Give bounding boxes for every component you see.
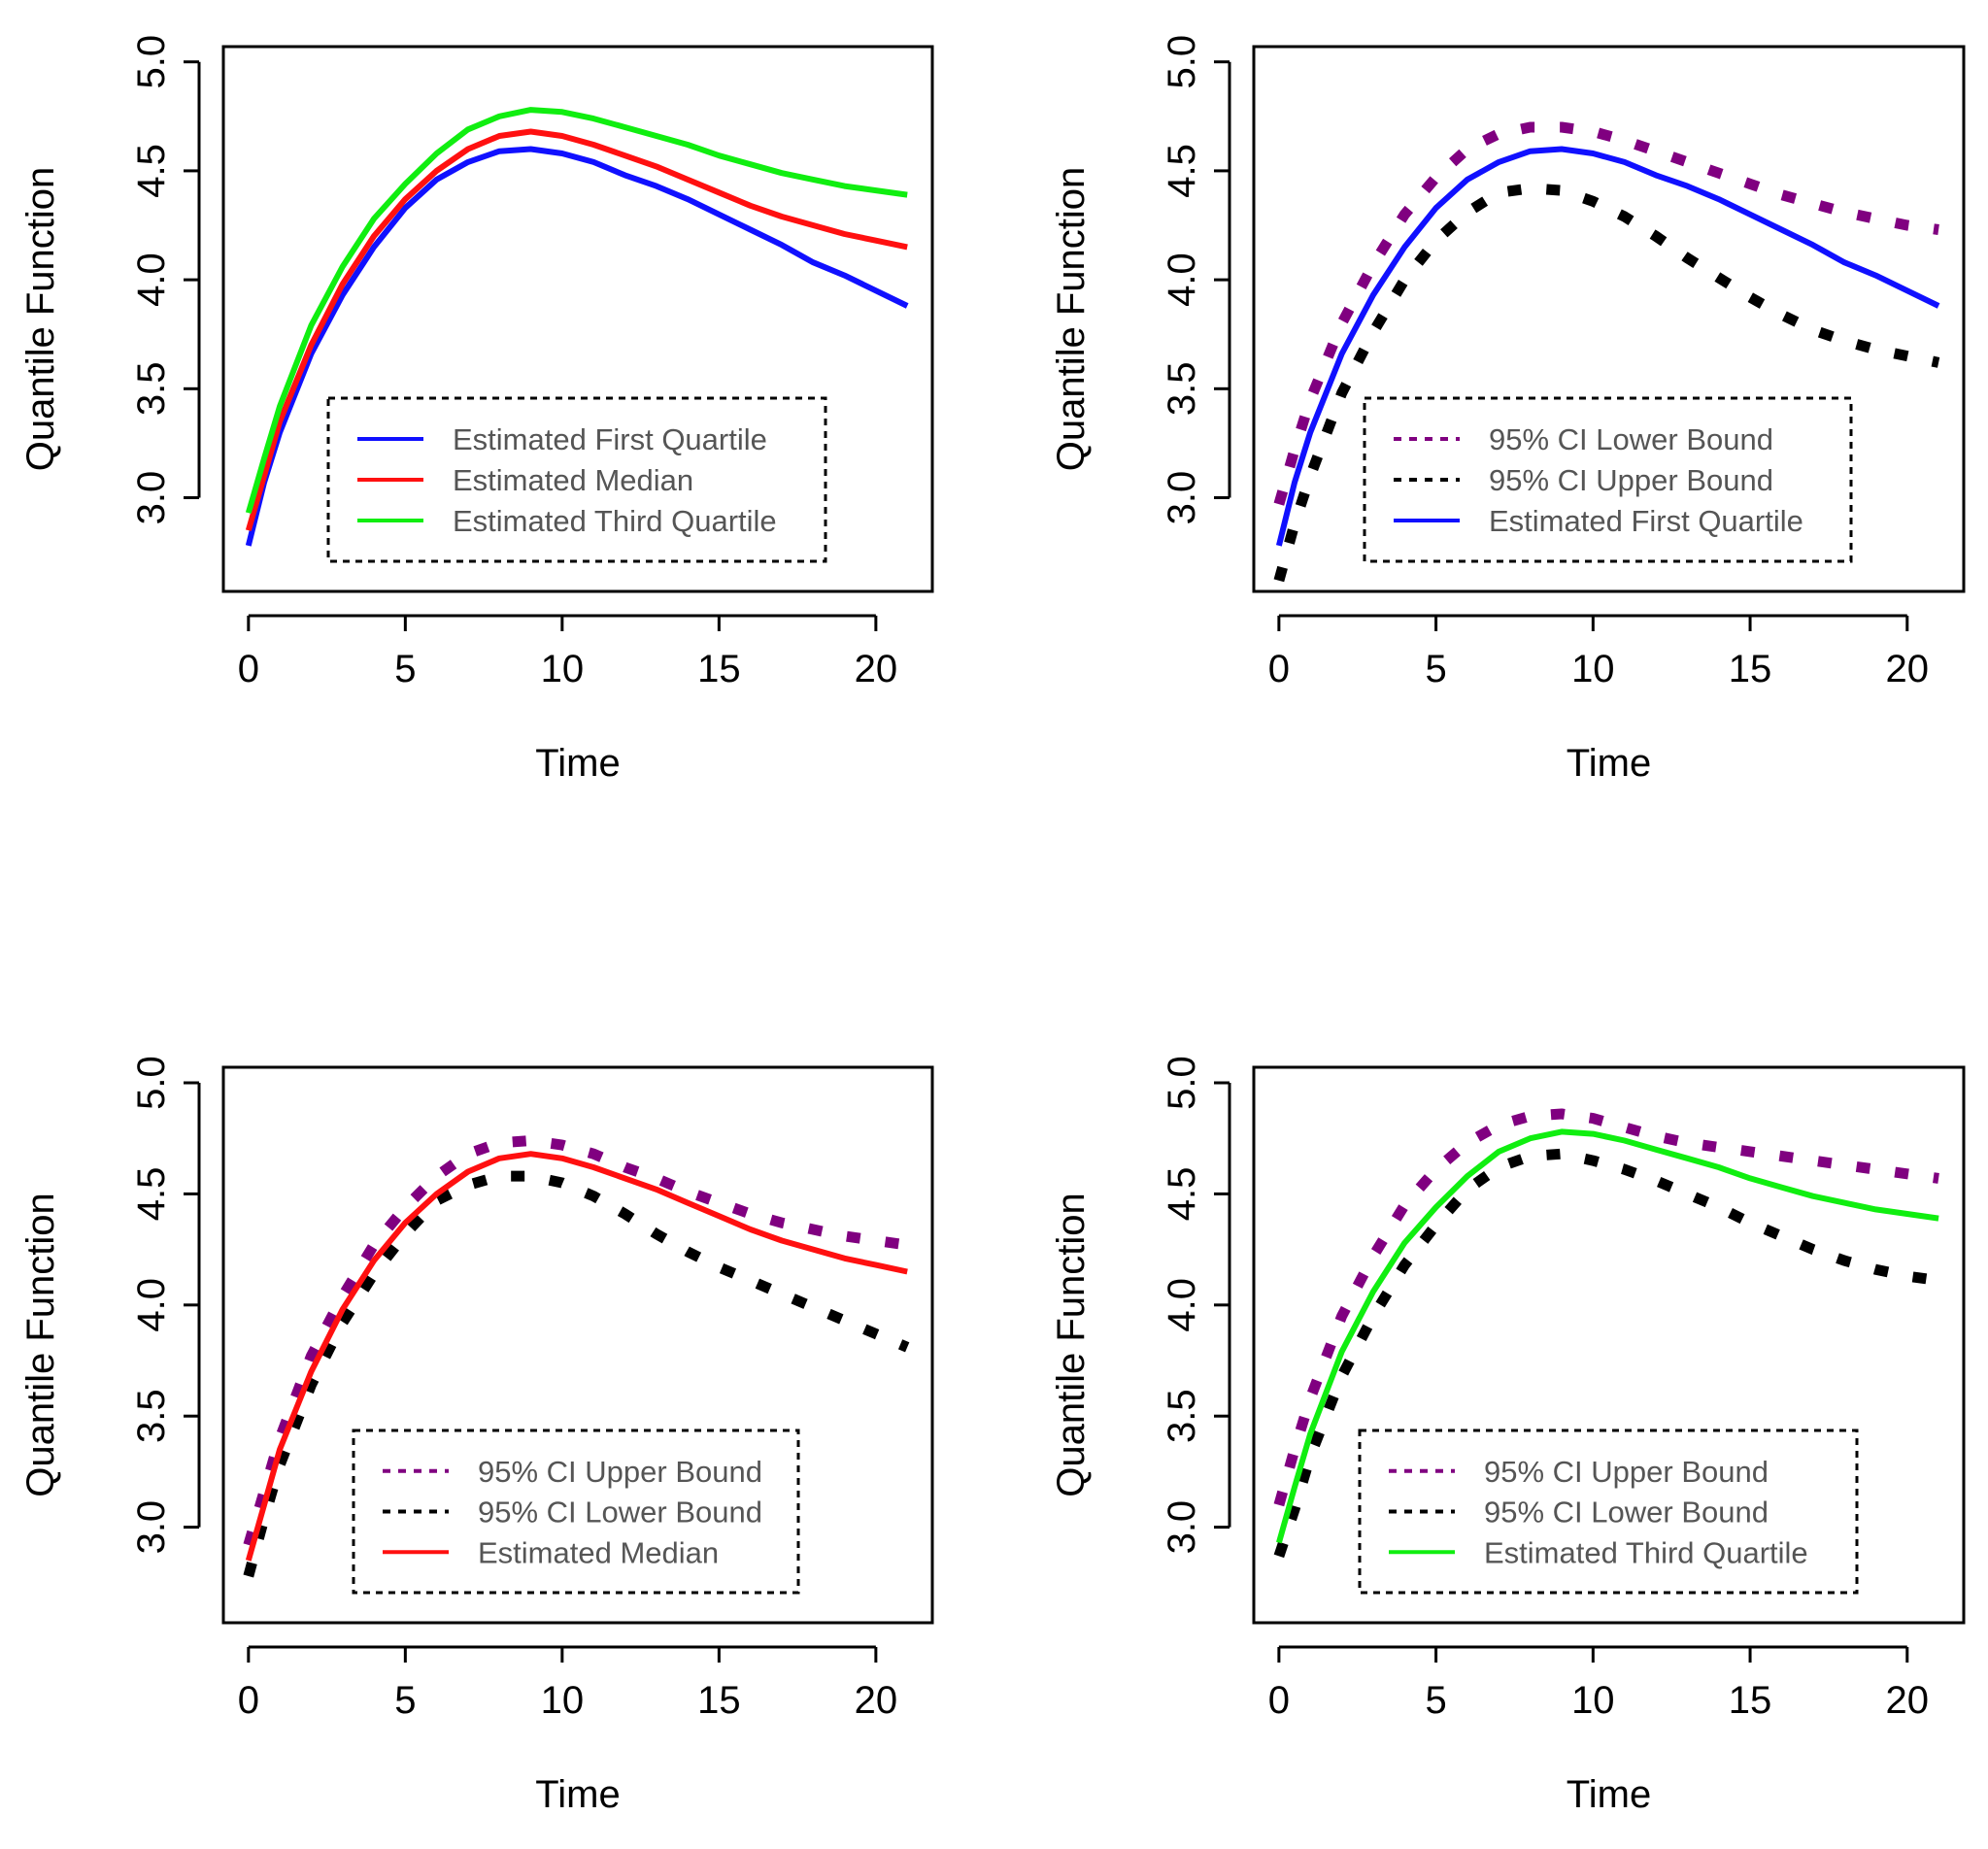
legend: 95% CI Lower Bound 95% CI Upper Bound Esti… — [1363, 396, 1853, 563]
legend-label-3: Estimated First Quartile — [1489, 504, 1803, 538]
plot-frame — [1252, 45, 1966, 593]
legend-label-3: Estimated Median — [478, 1535, 719, 1569]
y-tick-label: 4.0 — [1161, 252, 1203, 307]
x-axis-title: Time — [1567, 742, 1651, 785]
y-tick-label: 4.5 — [130, 144, 173, 198]
legend-label-3: Estimated Third Quartile — [1484, 1535, 1808, 1569]
x-tick-label: 5 — [1425, 648, 1446, 690]
series-line-1 — [245, 146, 909, 547]
plot-frame — [1252, 1065, 1966, 1625]
y-tick-label: 3.5 — [1161, 1389, 1203, 1443]
y-tick-label: 5.0 — [130, 35, 173, 89]
y-tick-label: 4.5 — [1161, 144, 1203, 198]
series-line-1 — [1273, 1108, 1939, 1507]
y-axis-title: Quantile Function — [19, 1193, 62, 1497]
x-tick-label: 15 — [697, 648, 741, 690]
y-tick-label: 3.5 — [1161, 362, 1203, 417]
y-axis-title: Quantile Function — [19, 167, 62, 472]
series-line-3 — [1276, 1128, 1939, 1544]
x-tick-label: 5 — [394, 1679, 416, 1722]
series-line-1 — [1273, 121, 1939, 506]
y-tick-label: 3.0 — [1161, 471, 1203, 525]
x-tick-label: 15 — [1729, 648, 1772, 690]
y-tick-label: 4.0 — [130, 252, 173, 307]
x-tick-label: 0 — [1268, 648, 1290, 690]
legend-label-1: Estimated First Quartile — [453, 422, 767, 456]
series-line-3 — [245, 107, 908, 515]
legend-label-2: 95% CI Lower Bound — [1484, 1496, 1769, 1530]
x-tick-label: 15 — [1729, 1679, 1772, 1722]
chart-panel-3: 0 5 10 15 20 Time 3.0 3.5 4.0 4.5 5.0 Quantile Func… — [19, 1056, 934, 1816]
chart-panel-2: 0 5 10 15 20 Time 3.0 3.5 4.0 4.5 5.0 Quantile Func… — [1050, 35, 1966, 785]
series-line-3 — [245, 1151, 908, 1562]
x-tick-label: 5 — [394, 648, 416, 690]
series-line-1 — [243, 1135, 908, 1547]
x-tick-label: 5 — [1425, 1679, 1446, 1722]
x-tick-label: 0 — [238, 1679, 259, 1722]
x-tick-label: 10 — [1571, 1679, 1615, 1722]
y-tick-label: 3.5 — [130, 362, 173, 417]
x-tick-label: 0 — [1268, 1679, 1290, 1722]
series-line-3 — [1275, 146, 1940, 547]
x-tick-label: 20 — [1886, 1679, 1930, 1722]
x-tick-label: 20 — [855, 1679, 898, 1722]
x-tick-label: 0 — [238, 648, 259, 690]
x-tick-label: 10 — [1571, 648, 1615, 690]
chart-panel-1: 0 5 10 15 20 Time 3.0 3.5 4.0 4.5 5.0 Quantile Func… — [19, 35, 934, 785]
legend-box — [352, 1429, 800, 1595]
y-tick-label: 4.0 — [1161, 1278, 1203, 1332]
x-tick-label: 20 — [855, 648, 898, 690]
legend-label-3: Estimated Third Quartile — [453, 504, 777, 538]
y-tick-label: 4.5 — [130, 1167, 173, 1222]
series-line-2 — [1273, 183, 1940, 583]
y-tick-label: 5.0 — [1161, 1056, 1203, 1110]
legend-label-1: 95% CI Upper Bound — [478, 1455, 762, 1489]
x-tick-label: 15 — [697, 1679, 741, 1722]
y-tick-label: 5.0 — [1161, 35, 1203, 89]
legend-label-1: 95% CI Upper Bound — [1484, 1455, 1769, 1489]
legend-label-2: 95% CI Lower Bound — [478, 1496, 762, 1530]
y-tick-label: 4.0 — [130, 1278, 173, 1332]
x-tick-label: 10 — [541, 1679, 585, 1722]
x-axis-title: Time — [535, 742, 620, 785]
legend-label-1: 95% CI Lower Bound — [1489, 422, 1773, 456]
y-tick-label: 3.0 — [1161, 1500, 1203, 1555]
y-tick-label: 4.5 — [1161, 1167, 1203, 1222]
legend: 95% CI Upper Bound 95% CI Lower Bound Esti… — [1358, 1429, 1859, 1595]
plot-frame — [221, 45, 934, 593]
y-tick-label: 3.5 — [130, 1389, 173, 1443]
series-line-2 — [245, 128, 908, 532]
y-axis-title: Quantile Function — [1050, 1193, 1093, 1497]
series-line-2 — [243, 1170, 910, 1578]
y-axis-title: Quantile Function — [1050, 167, 1093, 472]
y-tick-label: 3.0 — [130, 471, 173, 525]
legend-label-2: 95% CI Upper Bound — [1489, 463, 1773, 497]
y-tick-label: 5.0 — [130, 1056, 173, 1110]
x-axis-title: Time — [1567, 1773, 1651, 1816]
chart-panel-4: 0 5 10 15 20 Time 3.0 3.5 4.0 4.5 5.0 Quantile Func… — [1050, 1056, 1966, 1816]
x-tick-label: 10 — [541, 648, 585, 690]
x-tick-label: 20 — [1886, 648, 1930, 690]
y-tick-label: 3.0 — [130, 1500, 173, 1555]
legend-label-2: Estimated Median — [453, 463, 693, 497]
legend: Estimated First Quartile Estimated Median… — [326, 396, 827, 563]
series-line-2 — [1273, 1148, 1939, 1559]
x-axis-title: Time — [535, 1773, 620, 1816]
plot-frame — [221, 1065, 934, 1625]
legend: 95% CI Upper Bound 95% CI Lower Bound Esti… — [352, 1429, 800, 1595]
